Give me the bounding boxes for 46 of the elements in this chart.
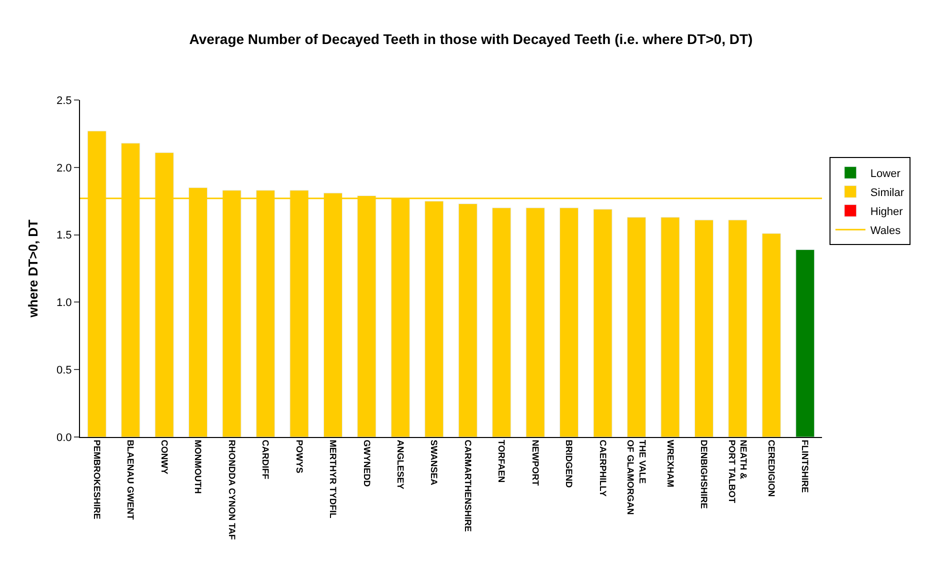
- y-tick-label: 2.5: [56, 94, 72, 107]
- x-tick-label: SWANSEA: [429, 440, 440, 486]
- x-tick-label: CARDIFF: [260, 440, 271, 480]
- bar: [593, 208, 612, 437]
- legend-label: Lower: [870, 168, 901, 180]
- y-tick-label: 1.0: [56, 297, 72, 310]
- bar: [660, 217, 680, 437]
- x-tick-label: PEMBROKESHIRE: [92, 440, 102, 520]
- bar: [762, 233, 781, 437]
- x-tick-label: POWYS: [294, 440, 304, 474]
- x-tick-label: CEREDIGION: [766, 440, 776, 497]
- y-tick-label: 1.5: [56, 230, 72, 242]
- x-tick-label: MONMOUTH: [193, 440, 204, 494]
- x-tick-label: RHONDDA CYNON TAF: [226, 440, 237, 540]
- legend-label: Higher: [870, 206, 904, 218]
- x-tick-label: CARMARTHENSHIRE: [462, 440, 473, 532]
- y-tick-label: 0.0: [56, 432, 72, 444]
- x-tick-label: BLAENAU GWENT: [126, 440, 136, 520]
- x-tick-label: ANGLESEY: [395, 440, 406, 490]
- x-tick-label: NEWPORT: [530, 440, 540, 486]
- y-tick-label: 0.5: [56, 364, 72, 376]
- y-axis-title: where DT>0, DT: [25, 220, 40, 318]
- x-tick-label: FLINTSHIRE: [800, 440, 810, 493]
- legend-label: Wales: [870, 224, 902, 237]
- x-tick-label: BRIDGEND: [564, 440, 574, 488]
- x-tick-label: CAERPHILLY: [598, 440, 608, 496]
- legend-label: Similar: [870, 186, 904, 199]
- bar: [560, 208, 579, 437]
- x-tick-label: TORFAEN: [496, 440, 507, 483]
- x-tick-label: THE VALE OF GLAMORGAN: [626, 440, 648, 515]
- bar: [796, 249, 815, 437]
- chart-title: Average Number of Decayed Teeth in those with Decayed Teeth (i.e. where DT>0, DT): [189, 31, 753, 48]
- x-tick-label: DENBIGHSHIRE: [699, 440, 710, 509]
- bar: [424, 200, 444, 437]
- bar: [626, 217, 646, 437]
- x-tick-label: NEATH & PORT TALBOT: [726, 440, 749, 504]
- bar: [458, 204, 478, 437]
- x-tick-label: WREXHAM: [665, 440, 676, 488]
- bar: [728, 220, 748, 437]
- x-tick-label: CONWY: [159, 440, 170, 474]
- bar: [694, 220, 714, 437]
- bar: [492, 208, 512, 437]
- x-tick-label: MERTHYR TYDFIL: [328, 440, 338, 519]
- bar: [526, 208, 545, 437]
- y-tick-label: 2.0: [56, 162, 72, 174]
- x-tick-label: GWYNEDD: [362, 440, 372, 488]
